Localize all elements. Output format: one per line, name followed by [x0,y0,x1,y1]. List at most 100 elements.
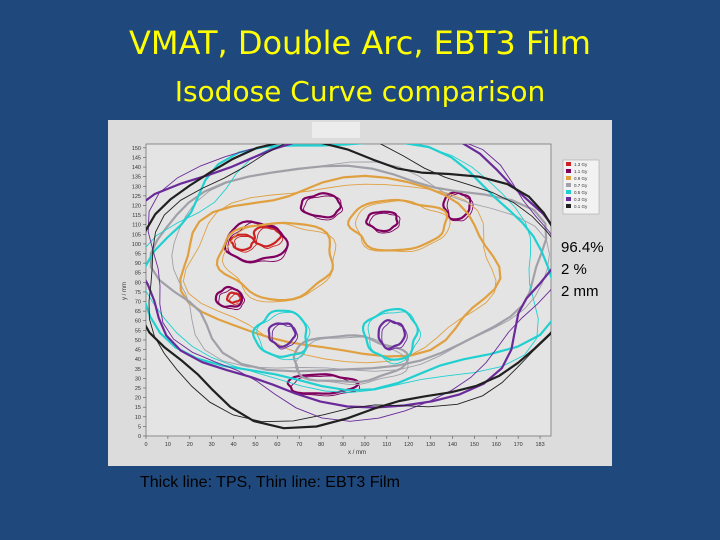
x-tick-label: 160 [492,442,501,448]
isodose-contour-film [271,323,299,350]
series-0-5-gy [146,144,551,394]
y-tick-label: 70 [135,300,141,306]
y-tick-label: 95 [135,252,141,258]
y-tick-label: 140 [132,165,141,171]
y-tick-label: 25 [135,386,141,392]
slide-subtitle: Isodose Curve comparison [174,75,546,108]
y-axis: 1501451401351301251201151101051009590858… [132,146,146,440]
isodose-contour-film [148,144,551,423]
isodose-contour-film [290,375,361,397]
y-tick-label: 10 [135,415,141,421]
legend-swatch [566,162,571,166]
isodose-contour-tps [146,144,551,430]
y-tick-label: 145 [132,155,141,161]
y-tick-label: 50 [135,338,141,344]
x-tick-label: 60 [274,442,280,448]
legend-entry: 1.1 Gy [574,169,588,174]
legend-entry: 0.9 Gy [574,176,588,181]
isodose-contour-tps [229,233,256,252]
x-tick-label: 170 [514,442,523,448]
x-tick-label: 30 [209,442,215,448]
y-tick-label: 135 [132,175,141,181]
isodose-contour-film [171,161,550,372]
caption: Thick line: TPS, Thin line: EBT3 Film [140,474,400,491]
slide-title: VMAT, Double Arc, EBT3 Film [129,24,591,62]
legend-entry: 0.5 Gy [574,190,588,195]
series-0-3-gy [146,144,551,422]
y-tick-label: 45 [135,348,141,354]
gamma-pass-rate: 96.4% [561,239,604,256]
x-tick-label: 90 [340,442,346,448]
x-tick-label: 20 [187,442,193,448]
y-tick-label: 115 [132,213,141,219]
isodose-contour-film [303,195,344,221]
x-tick-label: 0 [144,442,147,448]
plot-area [145,143,552,437]
y-tick-label: 90 [135,261,141,267]
y-tick-label: 65 [135,309,141,315]
y-tick-label: 5 [138,424,141,430]
x-tick-label: 80 [318,442,324,448]
isodose-contour-tps [365,210,399,233]
y-tick-label: 15 [135,405,141,411]
y-axis-label: y / mm [122,282,128,300]
y-tick-label: 110 [132,223,141,229]
x-tick-label: 120 [404,442,413,448]
isodose-contour-film [218,288,245,310]
legend-entry: 1.3 Gy [574,162,588,167]
x-tick-label: 10 [165,442,171,448]
isodose-contour-film [355,199,451,253]
x-tick-label: 50 [252,442,258,448]
x-tick-label: 100 [360,442,369,448]
series-0-7-gy [149,161,550,386]
isodose-plot: 1501451401351301251201151101051009590858… [108,120,612,466]
y-tick-label: 55 [135,328,141,334]
plot-header-box [312,122,360,138]
legend-entry: 0.3 Gy [574,197,588,202]
y-tick-label: 75 [135,290,141,296]
isodose-contour-film [146,144,539,394]
y-tick-label: 80 [135,280,141,286]
isodose-contour-film [227,221,289,264]
legend-swatch [566,190,571,194]
isodose-contour-film [256,227,284,249]
legend-swatch [566,204,571,208]
isodose-contour-film [446,192,474,222]
legend: 1.3 Gy 1.1 Gy 0.9 Gy 0.7 Gy 0.5 Gy 0.3 Gy 0.1 … [562,159,600,215]
isodose-contour-film [256,311,311,361]
legend-entry: 0.1 Gy [574,204,588,209]
legend-entry: 0.7 Gy [574,183,588,188]
isodose-contour-tps [225,291,242,304]
series-0-1-gy [146,144,551,430]
isodose-contour-tps [267,322,297,348]
isodose-contour-film [367,311,421,365]
legend-swatch [566,176,571,180]
x-tick-label: 183 [535,442,544,448]
x-tick-label: 40 [231,442,237,448]
isodose-contour-tps [215,221,334,302]
isodose-contour-tps [361,307,419,361]
isodose-contour-tps [179,174,502,358]
dose-difference-criterion: 2 % [561,261,587,278]
series-0-9-gy [179,174,502,364]
y-tick-label: 130 [132,184,141,190]
isodose-contour-film [234,235,258,253]
isodose-contour-film [295,336,409,386]
legend-swatch [566,197,571,201]
y-tick-label: 120 [132,203,141,209]
x-tick-label: 130 [426,442,435,448]
isodose-contour-tps [146,144,551,392]
y-tick-label: 100 [132,242,141,248]
isodose-contour-tps [377,319,406,350]
dta-criterion: 2 mm [561,283,599,300]
isodose-contours [146,144,551,430]
y-tick-label: 0 [138,434,141,440]
isodose-figure: 150 145 140 135 130 125 120 115 110 105 100 95 90 85 8… [108,120,612,466]
isodose-contour-tps [146,144,551,409]
legend-swatch [566,169,571,173]
x-tick-label: 110 [382,442,391,448]
y-tick-label: 30 [135,376,141,382]
x-tick-label: 150 [470,442,479,448]
x-tick-label: 70 [296,442,302,448]
x-axis-label: x / mm [348,450,366,456]
